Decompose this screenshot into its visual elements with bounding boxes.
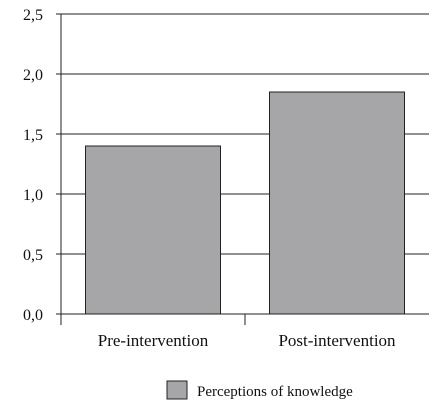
y-tick-label: 2,0 (23, 67, 43, 84)
legend-swatch (166, 380, 188, 400)
y-tick-label: 0,0 (23, 307, 43, 324)
legend: Perceptions of knowledge (166, 380, 353, 400)
bar-pre-intervention (85, 145, 221, 315)
x-category-label: Pre-intervention (98, 331, 209, 350)
x-category-label: Post-intervention (278, 331, 396, 350)
bars (85, 91, 405, 315)
axes (56, 13, 429, 325)
y-tick-label: 2,5 (23, 7, 43, 24)
y-tick-labels: 0,0 0,5 1,0 1,5 2,0 2,5 (23, 7, 43, 324)
y-tick-label: 1,0 (23, 187, 43, 204)
bar-post-intervention (269, 91, 405, 315)
y-tick-label: 1,5 (23, 127, 43, 144)
y-tick-label: 0,5 (23, 247, 43, 264)
legend-label: Perceptions of knowledge (197, 384, 353, 400)
x-category-labels: Pre-intervention Post-intervention (98, 331, 396, 350)
